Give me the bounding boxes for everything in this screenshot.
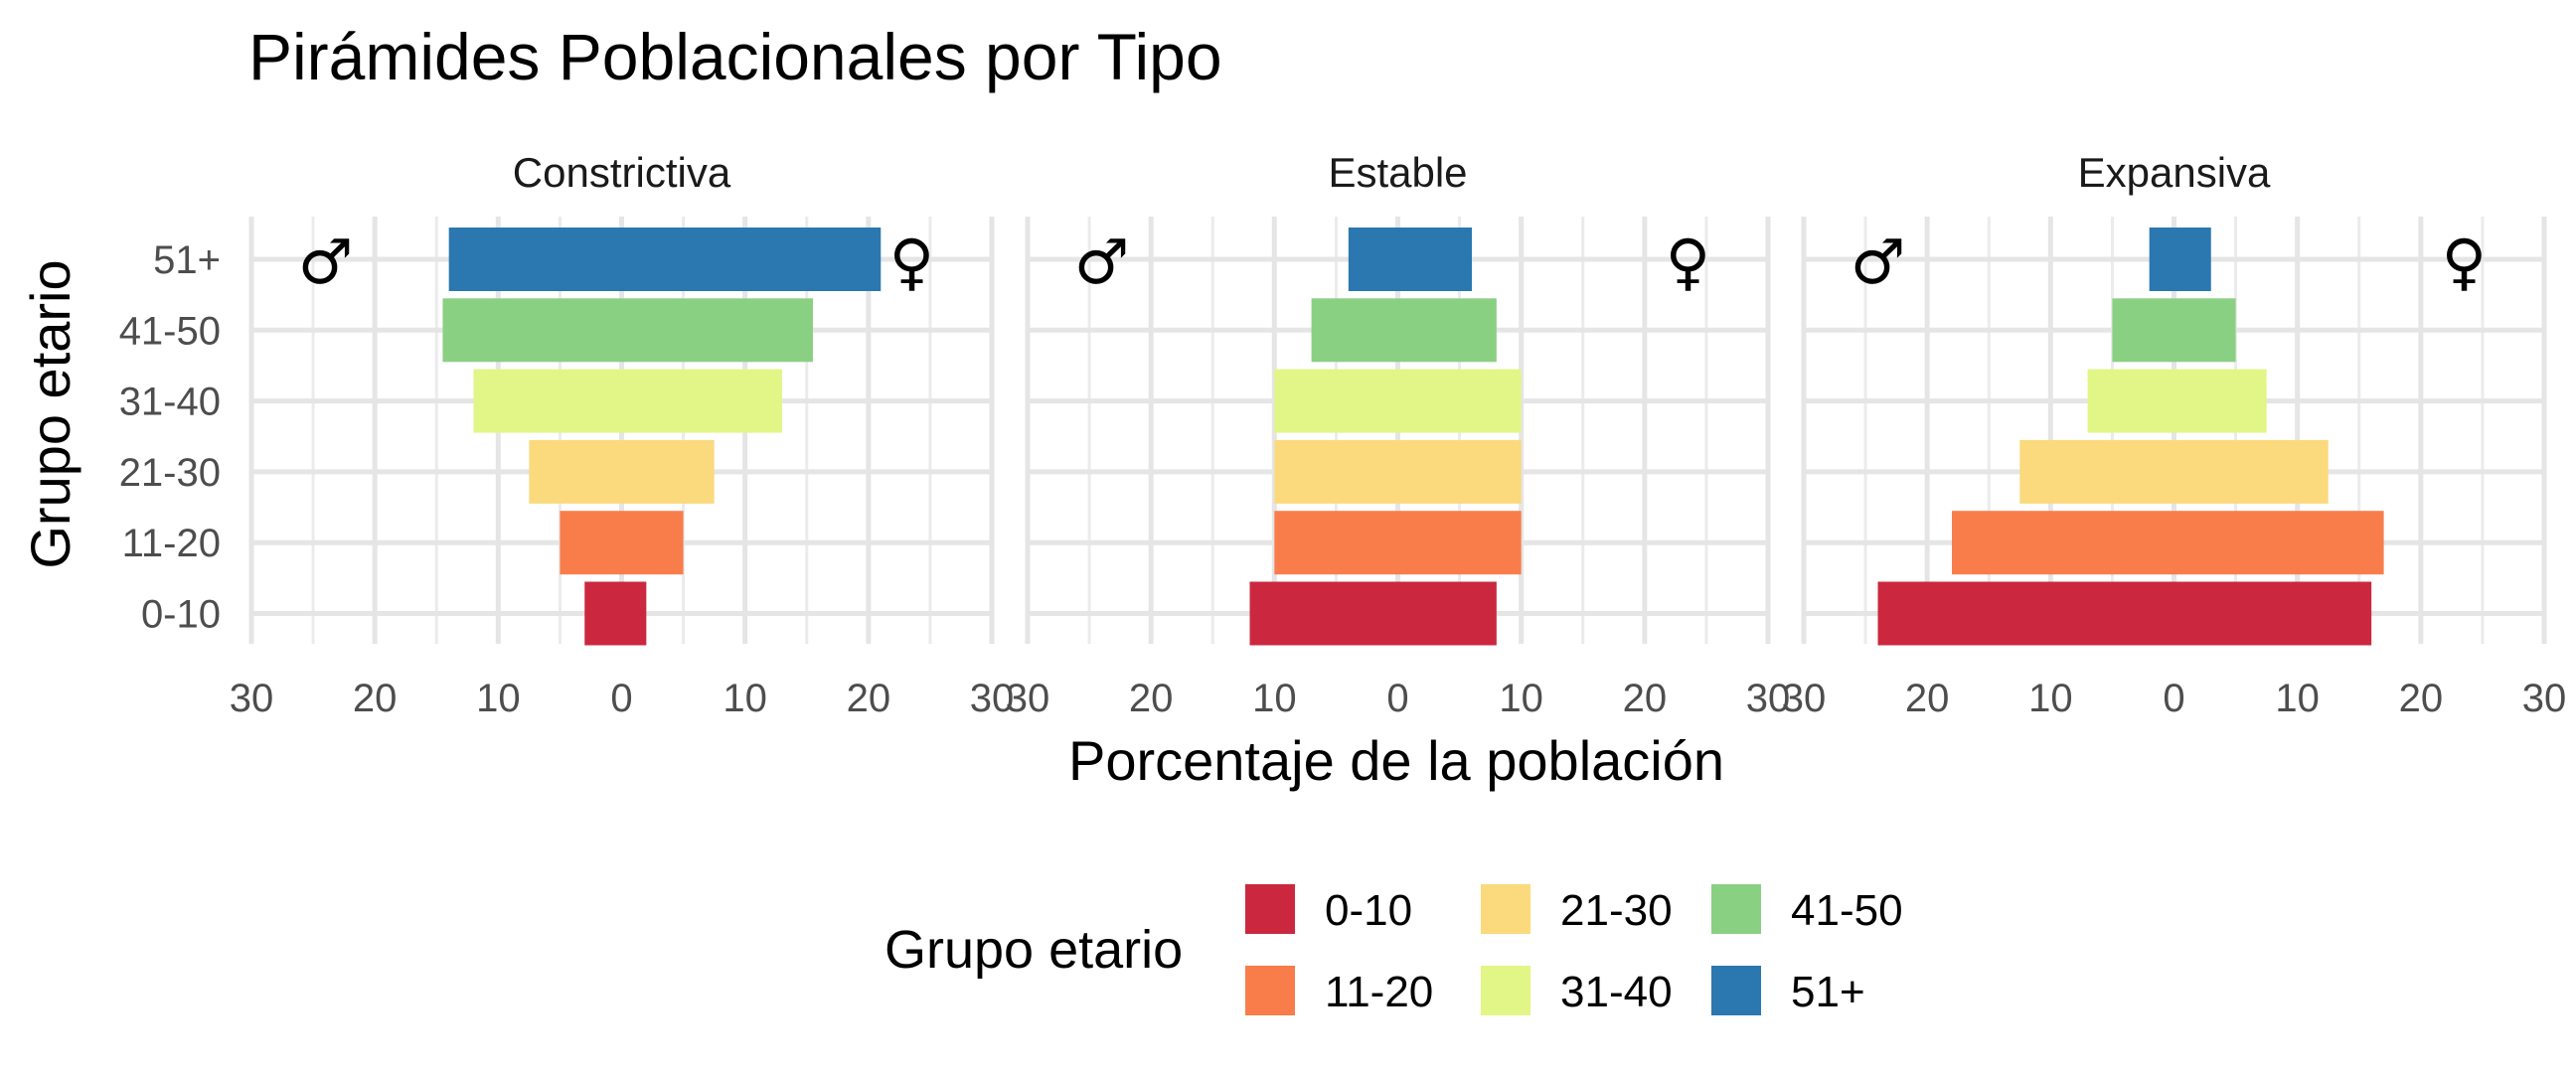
x-tick-label: 20 xyxy=(1623,677,1668,720)
panel-estable: Estable 30 20 10 0 10 20 30 ♂ ♀ xyxy=(1006,149,1791,720)
x-tick-label: 10 xyxy=(1499,677,1543,720)
bar-41-50 xyxy=(1311,298,1497,363)
bar-11-20 xyxy=(1952,511,2384,575)
x-tick-label: 0 xyxy=(1386,677,1408,720)
legend-item-31-40: 31-40 xyxy=(1481,966,1673,1016)
bar-0-10 xyxy=(1877,581,2372,646)
legend-key-51+ xyxy=(1711,966,1761,1015)
y-tick-label: 31-40 xyxy=(119,381,221,424)
legend-label: 0-10 xyxy=(1325,886,1412,935)
bar-31-40 xyxy=(473,369,782,433)
bar-51+ xyxy=(448,228,882,291)
legend-label: 41-50 xyxy=(1791,886,1903,935)
y-axis-title: Grupo etario xyxy=(19,259,81,568)
bar-41-50 xyxy=(2112,298,2236,363)
x-tick-label: 20 xyxy=(353,677,398,720)
female-symbol: ♀ xyxy=(1666,226,1710,298)
x-tick-label: 10 xyxy=(476,677,521,720)
bar-51+ xyxy=(2149,228,2211,291)
bar-51+ xyxy=(1348,228,1472,291)
panel-title: Estable xyxy=(1328,149,1467,196)
legend-item-21-30: 21-30 xyxy=(1481,884,1673,935)
bar-0-10 xyxy=(1249,581,1497,646)
x-tick-label: 0 xyxy=(2163,677,2184,720)
legend-label: 31-40 xyxy=(1560,968,1673,1016)
male-symbol: ♂ xyxy=(1074,226,1130,298)
legend-key-31-40 xyxy=(1481,966,1530,1015)
x-tick-label: 0 xyxy=(610,677,632,720)
x-tick-label: 10 xyxy=(2028,677,2073,720)
x-tick-label: 20 xyxy=(1129,677,1174,720)
legend-label: 21-30 xyxy=(1560,886,1673,935)
y-tick-label: 11-20 xyxy=(122,522,221,565)
legend: Grupo etario 0-10 11-20 21-30 31-40 41-50 51+ xyxy=(885,884,1903,1016)
panel-expansiva: Expansiva 30 20 10 0 10 20 30 ♂ ♀ xyxy=(1782,149,2567,720)
bar-21-30 xyxy=(2019,439,2329,504)
legend-key-0-10 xyxy=(1245,884,1295,934)
bar-0-10 xyxy=(584,581,647,646)
legend-title: Grupo etario xyxy=(885,920,1183,980)
male-symbol: ♂ xyxy=(1851,226,1906,298)
legend-key-41-50 xyxy=(1711,884,1761,934)
x-tick-label: 30 xyxy=(230,677,274,720)
legend-key-21-30 xyxy=(1481,884,1530,934)
bar-21-30 xyxy=(529,439,715,504)
x-tick-label: 10 xyxy=(1252,677,1297,720)
legend-label: 51+ xyxy=(1791,968,1865,1016)
x-axis-title: Porcentaje de la población xyxy=(1068,729,1724,792)
panel-title: Expansiva xyxy=(2078,149,2271,196)
legend-item-41-50: 41-50 xyxy=(1711,884,1903,935)
female-symbol: ♀ xyxy=(889,226,934,298)
bar-11-20 xyxy=(1274,511,1522,575)
panel-title: Constrictiva xyxy=(513,149,731,196)
x-tick-label: 30 xyxy=(1746,677,1791,720)
male-symbol: ♂ xyxy=(298,226,354,298)
y-tick-label: 41-50 xyxy=(119,309,221,353)
x-tick-label: 30 xyxy=(2522,677,2567,720)
x-tick-label: 30 xyxy=(1782,677,1827,720)
female-symbol: ♀ xyxy=(2442,226,2487,298)
legend-item-11-20: 11-20 xyxy=(1245,966,1433,1016)
bar-21-30 xyxy=(1274,439,1522,504)
legend-item-51+: 51+ xyxy=(1711,966,1865,1016)
legend-label: 11-20 xyxy=(1325,968,1433,1016)
bar-31-40 xyxy=(2087,369,2267,433)
y-tick-label: 0-10 xyxy=(141,593,221,637)
x-tick-label: 20 xyxy=(2399,677,2444,720)
y-tick-label: 21-30 xyxy=(119,451,221,495)
bar-41-50 xyxy=(442,298,813,363)
chart-title: Pirámides Poblacionales por Tipo xyxy=(248,20,1222,93)
bar-31-40 xyxy=(1274,369,1522,433)
x-tick-label: 30 xyxy=(970,677,1015,720)
bar-11-20 xyxy=(560,511,684,575)
x-tick-label: 10 xyxy=(2275,677,2320,720)
legend-item-0-10: 0-10 xyxy=(1245,884,1412,935)
panel-constrictiva: Constrictiva 30 20 10 0 10 20 30 ♂ ♀ xyxy=(230,149,1015,720)
x-tick-label: 20 xyxy=(847,677,891,720)
panels-group: Constrictiva 30 20 10 0 10 20 30 ♂ ♀ Estable 30 20 10… xyxy=(119,149,2567,720)
x-tick-label: 20 xyxy=(1905,677,1950,720)
y-tick-label: 51+ xyxy=(153,238,221,282)
x-tick-label: 30 xyxy=(1006,677,1050,720)
legend-key-11-20 xyxy=(1245,966,1295,1015)
x-tick-label: 10 xyxy=(723,677,767,720)
